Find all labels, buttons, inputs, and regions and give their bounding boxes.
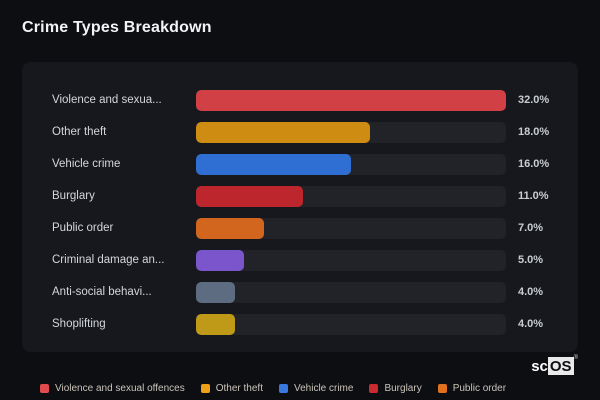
logo-suffix: OS bbox=[547, 357, 574, 375]
bar[interactable] bbox=[196, 313, 235, 335]
category-label: Vehicle crime bbox=[52, 158, 121, 170]
bar-track[interactable] bbox=[196, 281, 506, 303]
chart-row: Other theft 18.0% bbox=[22, 116, 578, 148]
category-label: Public order bbox=[52, 222, 114, 234]
legend-label: Violence and sexual offences bbox=[55, 383, 185, 394]
category-label: Burglary bbox=[52, 190, 95, 202]
chart-row: Criminal damage an... 5.0% bbox=[22, 244, 578, 276]
page-title: Crime Types Breakdown bbox=[22, 19, 212, 36]
value-label: 5.0% bbox=[518, 254, 544, 266]
legend-label: Public order bbox=[452, 383, 507, 394]
chart-row: Vehicle crime 16.0% bbox=[22, 148, 578, 180]
legend-label: Other theft bbox=[215, 383, 263, 394]
legend-swatch-icon bbox=[200, 384, 210, 393]
chart-row: Anti-social behavi... 4.0% bbox=[22, 276, 578, 308]
value-label: 4.0% bbox=[518, 318, 544, 330]
value-label: 4.0% bbox=[518, 286, 544, 298]
bar[interactable] bbox=[196, 153, 351, 175]
bar[interactable] bbox=[196, 185, 303, 207]
category-label: Other theft bbox=[52, 126, 107, 138]
bar-track[interactable] bbox=[196, 249, 506, 271]
bar-track[interactable] bbox=[196, 217, 506, 239]
logo-prefix: sc bbox=[531, 358, 548, 375]
bar[interactable] bbox=[196, 249, 245, 271]
bar-track[interactable] bbox=[196, 121, 506, 143]
legend-swatch-icon bbox=[437, 384, 447, 393]
bar[interactable] bbox=[196, 281, 235, 303]
bar[interactable] bbox=[196, 89, 506, 111]
value-label: 32.0% bbox=[518, 94, 550, 106]
value-label: 7.0% bbox=[518, 222, 544, 234]
chart-row: Violence and sexua... 32.0% bbox=[22, 84, 578, 116]
category-label: Shoplifting bbox=[52, 318, 106, 330]
legend-label: Vehicle crime bbox=[293, 383, 354, 394]
value-label: 11.0% bbox=[518, 190, 549, 202]
bar-track[interactable] bbox=[196, 153, 506, 175]
scos-logo: sc OS ® bbox=[531, 355, 578, 375]
bar[interactable] bbox=[196, 121, 371, 143]
value-label: 16.0% bbox=[518, 158, 550, 170]
value-label: 18.0% bbox=[518, 126, 550, 138]
legend-swatch-icon bbox=[278, 384, 288, 393]
bar-track[interactable] bbox=[196, 89, 506, 111]
legend-swatch-icon bbox=[40, 384, 49, 393]
bar[interactable] bbox=[196, 217, 264, 239]
bar-track[interactable] bbox=[196, 185, 506, 207]
chart-row: Burglary 11.0% bbox=[22, 180, 578, 212]
category-label: Anti-social behavi... bbox=[52, 286, 152, 298]
legend-item[interactable]: Violence and sexual offences bbox=[40, 383, 185, 394]
chart-card: Violence and sexua... 32.0% Other theft … bbox=[22, 62, 578, 352]
chart-legend: Violence and sexual offences Other theft… bbox=[40, 383, 506, 394]
category-label: Criminal damage an... bbox=[52, 254, 165, 266]
category-label: Violence and sexua... bbox=[52, 94, 162, 106]
legend-label: Burglary bbox=[384, 383, 422, 394]
legend-item[interactable]: Vehicle crime bbox=[278, 383, 354, 394]
legend-item[interactable]: Burglary bbox=[369, 383, 422, 394]
legend-item[interactable]: Public order bbox=[437, 383, 507, 394]
bar-track[interactable] bbox=[196, 313, 506, 335]
registered-mark-icon: ® bbox=[573, 355, 578, 361]
bar-chart: Violence and sexua... 32.0% Other theft … bbox=[22, 62, 578, 340]
legend-item[interactable]: Other theft bbox=[200, 383, 263, 394]
chart-row: Public order 7.0% bbox=[22, 212, 578, 244]
chart-row: Shoplifting 4.0% bbox=[22, 308, 578, 340]
legend-swatch-icon bbox=[369, 384, 379, 393]
